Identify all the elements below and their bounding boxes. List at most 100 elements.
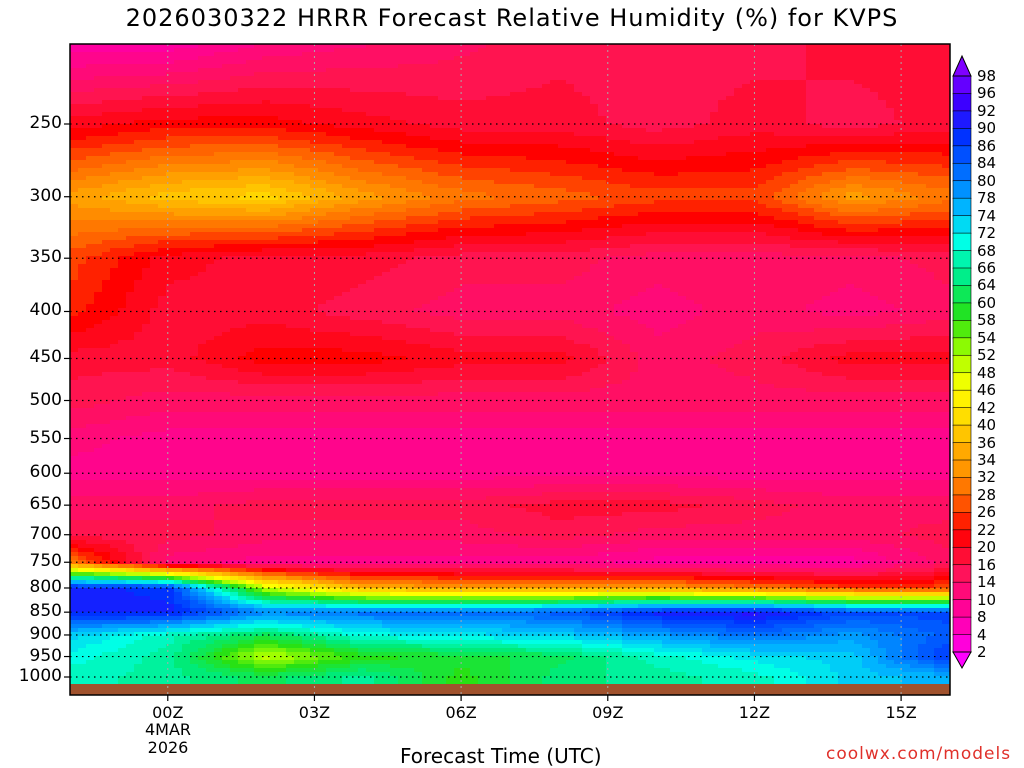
heat-cell: [518, 44, 527, 49]
heat-cell: [526, 120, 535, 125]
heat-cell: [926, 156, 935, 161]
heat-cell: [790, 48, 799, 53]
heat-cell: [942, 192, 951, 197]
heat-cell: [142, 124, 151, 129]
heat-cell: [414, 176, 423, 181]
heat-cell: [174, 112, 183, 117]
heat-cell: [734, 172, 743, 177]
heat-cell: [670, 128, 679, 133]
heat-cell: [526, 140, 535, 145]
heat-cell: [270, 224, 279, 229]
heat-cell: [238, 168, 247, 173]
heat-cell: [86, 184, 95, 189]
heat-cell: [734, 184, 743, 189]
heat-cell: [542, 220, 551, 225]
heat-cell: [150, 172, 159, 177]
heat-cell: [286, 128, 295, 133]
heat-cell: [326, 112, 335, 117]
heat-cell: [726, 164, 735, 169]
heat-cell: [134, 144, 143, 149]
heat-cell: [222, 76, 231, 81]
heat-cell: [782, 80, 791, 85]
heat-cell: [638, 64, 647, 69]
heat-cell: [142, 80, 151, 85]
heat-cell: [862, 108, 871, 113]
heat-cell: [238, 92, 247, 97]
heat-cell: [718, 168, 727, 173]
heat-cell: [230, 48, 239, 53]
heat-cell: [534, 160, 543, 165]
heat-cell: [190, 204, 199, 209]
heat-cell: [638, 116, 647, 121]
heat-cell: [174, 108, 183, 113]
heat-cell: [822, 80, 831, 85]
heat-cell: [262, 156, 271, 161]
heat-cell: [294, 132, 303, 137]
heat-cell: [662, 196, 671, 201]
heat-cell: [174, 72, 183, 77]
heat-cell: [870, 88, 879, 93]
heat-cell: [462, 144, 471, 149]
heat-cell: [422, 196, 431, 201]
heat-cell: [222, 180, 231, 185]
heat-cell: [766, 148, 775, 153]
heat-cell: [166, 116, 175, 121]
heat-cell: [750, 104, 759, 109]
heat-cell: [598, 96, 607, 101]
heat-cell: [758, 48, 767, 53]
heat-cell: [758, 84, 767, 89]
heat-cell: [302, 132, 311, 137]
heat-cell: [918, 120, 927, 125]
heat-cell: [870, 92, 879, 97]
heat-cell: [830, 92, 839, 97]
heat-cell: [614, 52, 623, 57]
heat-cell: [150, 116, 159, 121]
heat-cell: [398, 204, 407, 209]
heat-cell: [430, 80, 439, 85]
heat-cell: [222, 204, 231, 209]
heat-cell: [830, 208, 839, 213]
heat-cell: [214, 48, 223, 53]
heat-cell: [734, 132, 743, 137]
heat-cell: [742, 132, 751, 137]
heat-cell: [438, 144, 447, 149]
heat-cell: [774, 64, 783, 69]
heat-cell: [174, 44, 183, 49]
heat-cell: [366, 120, 375, 125]
heat-cell: [206, 56, 215, 61]
heat-cell: [838, 124, 847, 129]
heat-cell: [358, 160, 367, 165]
heat-cell: [534, 132, 543, 137]
heat-cell: [310, 160, 319, 165]
heat-cell: [110, 160, 119, 165]
heat-cell: [582, 52, 591, 57]
heat-cell: [590, 196, 599, 201]
heat-cell: [798, 168, 807, 173]
heat-cell: [334, 192, 343, 197]
heat-cell: [782, 124, 791, 129]
heat-cell: [102, 56, 111, 61]
heat-cell: [142, 64, 151, 69]
heat-cell: [830, 168, 839, 173]
heat-cell: [766, 144, 775, 149]
heat-cell: [358, 76, 367, 81]
heat-cell: [78, 72, 87, 77]
heat-cell: [822, 104, 831, 109]
heat-cell: [126, 112, 135, 117]
heat-cell: [470, 84, 479, 89]
heat-cell: [94, 176, 103, 181]
heat-cell: [558, 168, 567, 173]
heat-cell: [198, 212, 207, 217]
heat-cell: [614, 176, 623, 181]
heat-cell: [238, 184, 247, 189]
heat-cell: [318, 188, 327, 193]
heat-cell: [534, 84, 543, 89]
heat-cell: [398, 208, 407, 213]
heat-cell: [902, 88, 911, 93]
heat-cell: [270, 200, 279, 205]
heat-cell: [462, 116, 471, 121]
heat-cell: [726, 112, 735, 117]
heat-cell: [446, 108, 455, 113]
heat-cell: [486, 176, 495, 181]
heat-cell: [886, 172, 895, 177]
